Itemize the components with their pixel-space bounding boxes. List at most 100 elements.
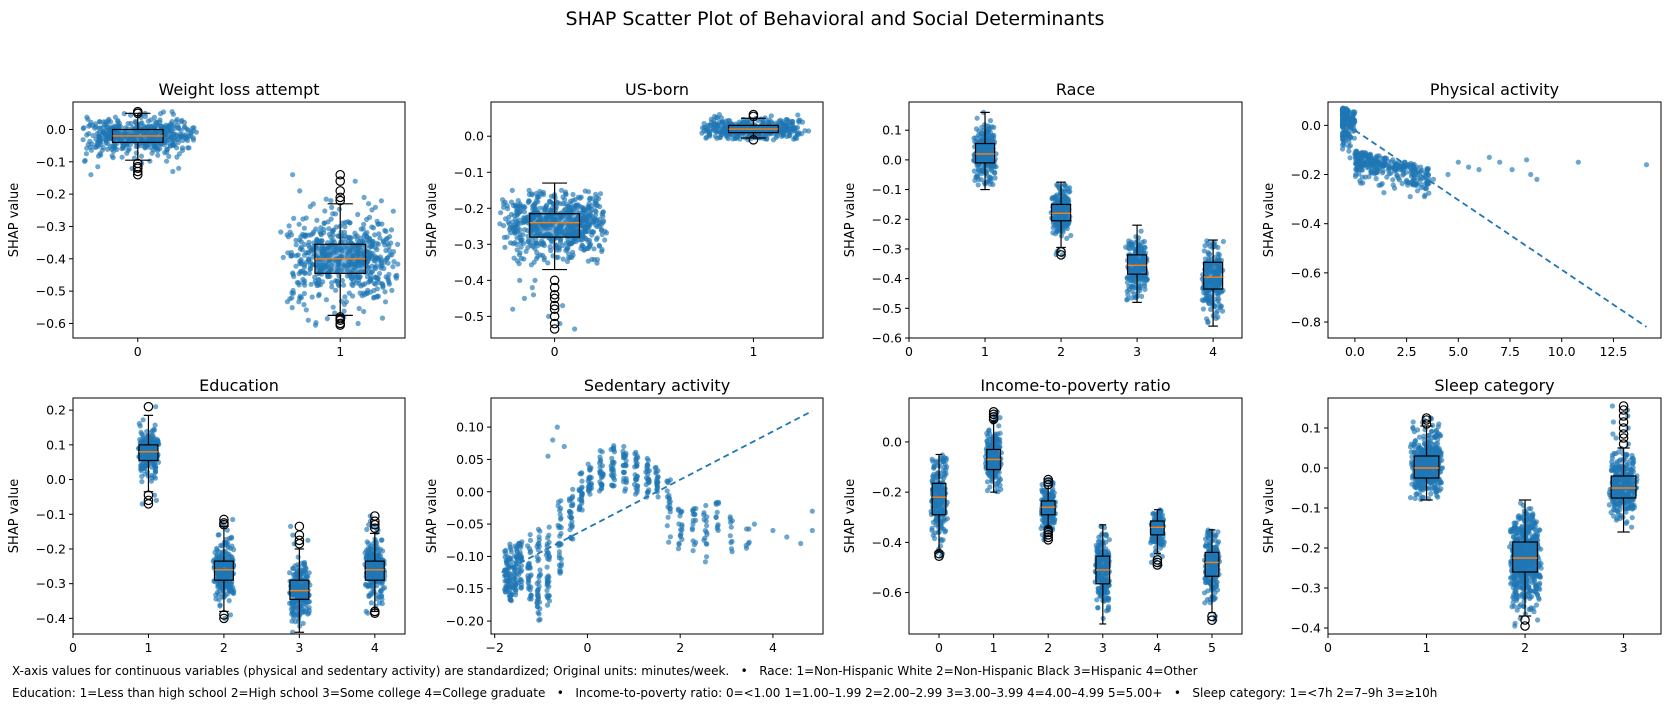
data-point xyxy=(569,519,575,525)
data-point xyxy=(1353,171,1359,177)
data-point xyxy=(224,536,230,542)
data-point xyxy=(527,537,534,544)
data-point xyxy=(362,550,368,556)
weight-loss-attempt-ylabel: SHAP value xyxy=(7,183,22,257)
data-point xyxy=(314,237,320,243)
data-point xyxy=(341,282,347,288)
data-point xyxy=(139,473,145,479)
data-point xyxy=(323,196,329,202)
data-point xyxy=(600,209,607,215)
data-point xyxy=(516,564,522,570)
outlier-marker xyxy=(549,304,560,314)
data-point xyxy=(707,133,713,139)
data-point xyxy=(518,208,524,214)
data-point xyxy=(1217,289,1223,295)
weight-loss-attempt-axes-frame xyxy=(72,101,406,339)
data-point xyxy=(290,532,296,538)
data-point xyxy=(301,233,307,239)
data-point xyxy=(507,572,513,578)
boxplot-x1 xyxy=(314,169,367,330)
data-point xyxy=(368,600,374,606)
data-point xyxy=(506,214,512,220)
data-point xyxy=(973,174,979,180)
data-point xyxy=(330,304,336,310)
data-point xyxy=(88,172,94,178)
data-point xyxy=(1410,162,1416,168)
data-point xyxy=(544,207,550,213)
data-point xyxy=(371,258,377,264)
outlier-marker xyxy=(219,514,229,525)
data-point xyxy=(546,524,552,530)
data-point xyxy=(1125,292,1131,298)
data-point xyxy=(594,257,601,263)
data-point xyxy=(369,582,375,588)
data-point xyxy=(222,615,228,622)
race-plot-area xyxy=(971,109,1226,327)
data-point xyxy=(395,261,401,267)
outlier-marker xyxy=(143,401,154,412)
data-point xyxy=(310,231,316,237)
data-point xyxy=(395,241,401,247)
race-title: Race xyxy=(1056,80,1095,99)
data-point xyxy=(214,547,220,553)
data-point xyxy=(507,593,513,600)
data-point xyxy=(318,225,324,231)
data-point xyxy=(593,236,600,243)
data-point xyxy=(536,537,542,543)
data-point xyxy=(1401,166,1407,172)
data-point xyxy=(533,240,539,246)
data-point xyxy=(314,217,320,223)
data-point xyxy=(1208,306,1214,312)
y-tick-label: −0.2 xyxy=(36,187,66,202)
outlier-marker xyxy=(143,495,154,506)
data-point xyxy=(230,589,236,595)
x-tick-label: 10.0 xyxy=(1548,344,1576,359)
data-point xyxy=(301,264,307,270)
data-point xyxy=(971,168,978,174)
outlier-marker xyxy=(370,516,380,527)
data-point xyxy=(1359,174,1366,180)
data-point xyxy=(576,203,582,209)
data-point xyxy=(293,242,299,248)
data-point xyxy=(525,575,531,581)
data-point xyxy=(1373,167,1379,173)
x-tick-label: 2 xyxy=(220,640,228,655)
data-point xyxy=(294,280,300,286)
data-point xyxy=(169,109,175,115)
data-point xyxy=(228,585,234,591)
data-point xyxy=(526,198,532,204)
y-tick-label: −0.4 xyxy=(36,251,66,266)
data-point xyxy=(1390,182,1396,188)
data-point xyxy=(328,198,334,204)
data-point xyxy=(570,501,576,507)
physical-activity-axes-frame xyxy=(1327,101,1662,339)
data-point xyxy=(762,133,768,139)
data-point xyxy=(390,264,396,270)
data-point xyxy=(80,125,86,132)
data-point xyxy=(298,295,304,301)
boxplot-x1 xyxy=(138,401,159,509)
data-point xyxy=(288,600,294,606)
box-iqr xyxy=(364,560,385,581)
data-point xyxy=(305,256,312,262)
y-tick-label: −0.2 xyxy=(454,201,484,216)
race-ylabel: SHAP value xyxy=(843,183,858,257)
data-point xyxy=(219,552,225,558)
data-point xyxy=(390,208,396,214)
data-point xyxy=(357,274,363,281)
box-iqr xyxy=(289,579,310,600)
data-point xyxy=(1486,154,1492,160)
data-point xyxy=(1208,256,1214,262)
data-point xyxy=(589,256,595,262)
data-point xyxy=(374,246,380,253)
data-point xyxy=(597,224,603,230)
data-point xyxy=(1214,308,1220,314)
data-point xyxy=(537,205,543,211)
data-point xyxy=(88,147,94,153)
y-tick-label: −0.3 xyxy=(454,237,484,252)
education-title: Education xyxy=(199,376,279,395)
data-point xyxy=(386,271,392,277)
data-point xyxy=(286,223,292,229)
data-point xyxy=(587,213,593,219)
